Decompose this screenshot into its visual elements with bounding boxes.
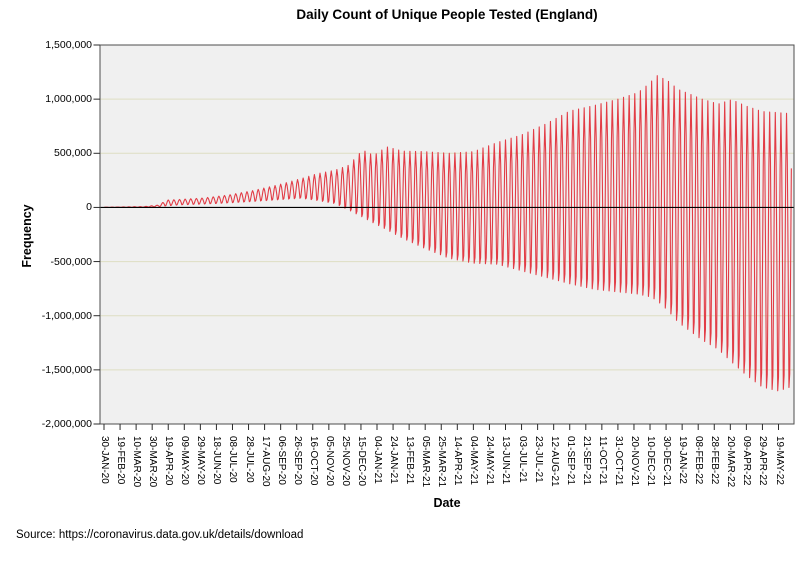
y-tick-label: -1,000,000 (41, 309, 92, 322)
y-tick-label: 500,000 (54, 147, 92, 160)
chart-title: Daily Count of Unique People Tested (Eng… (296, 7, 598, 22)
x-axis-title: Date (433, 496, 461, 510)
y-tick-label: 1,000,000 (45, 93, 92, 106)
y-tick-label: 1,500,000 (45, 39, 92, 51)
y-tick-label: -1,500,000 (41, 363, 92, 376)
y-tick-label: -2,000,000 (41, 418, 92, 430)
source-caption: Source: https://coronavirus.data.gov.uk/… (16, 529, 304, 541)
series-line (103, 75, 792, 392)
y-tick-label: -500,000 (50, 255, 92, 268)
y-tick-label: 0 (86, 201, 92, 214)
plot-frame (99, 44, 795, 425)
